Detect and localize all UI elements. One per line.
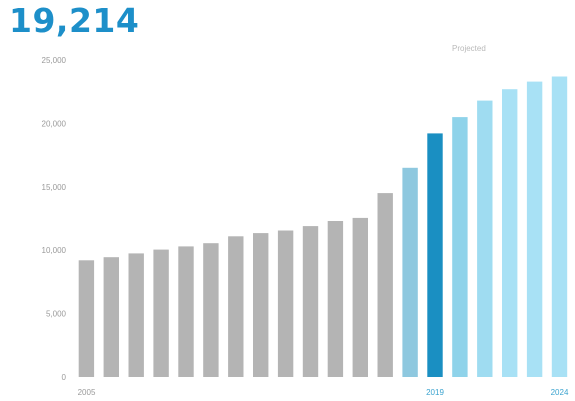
bar-2018: [402, 167, 418, 377]
bar-2019: [427, 133, 443, 377]
bar-2015: [327, 221, 344, 377]
bar-2012: [253, 233, 269, 377]
bar-2005: [78, 260, 95, 377]
y-tick-label: 15,000: [42, 183, 67, 192]
bar-2013: [277, 230, 294, 377]
y-tick-label: 0: [62, 373, 67, 382]
x-tick-label: 2005: [78, 388, 96, 397]
bar-2022: [502, 89, 518, 377]
bar-2020: [452, 117, 468, 377]
bar-2011: [228, 236, 244, 377]
bar-2010: [203, 243, 219, 377]
bar-2014: [302, 226, 319, 377]
bar-2006: [103, 257, 119, 377]
bar-2007: [128, 253, 144, 377]
headline-value: 19,214: [9, 1, 140, 40]
bar-2021: [477, 100, 493, 377]
x-tick-label: 2019: [426, 388, 444, 397]
y-tick-label: 5,000: [46, 310, 67, 319]
bar-2023: [526, 81, 543, 377]
bar-2009: [178, 246, 194, 377]
y-tick-label: 20,000: [42, 119, 67, 128]
x-tick-label: 2024: [551, 388, 569, 397]
bar-2017: [377, 193, 393, 377]
y-tick-label: 10,000: [42, 246, 67, 255]
bar-2008: [153, 249, 169, 377]
legend-label: Projected: [452, 44, 486, 53]
bar-2024: [551, 76, 568, 377]
bar-2016: [352, 217, 368, 377]
y-tick-label: 25,000: [42, 56, 67, 65]
